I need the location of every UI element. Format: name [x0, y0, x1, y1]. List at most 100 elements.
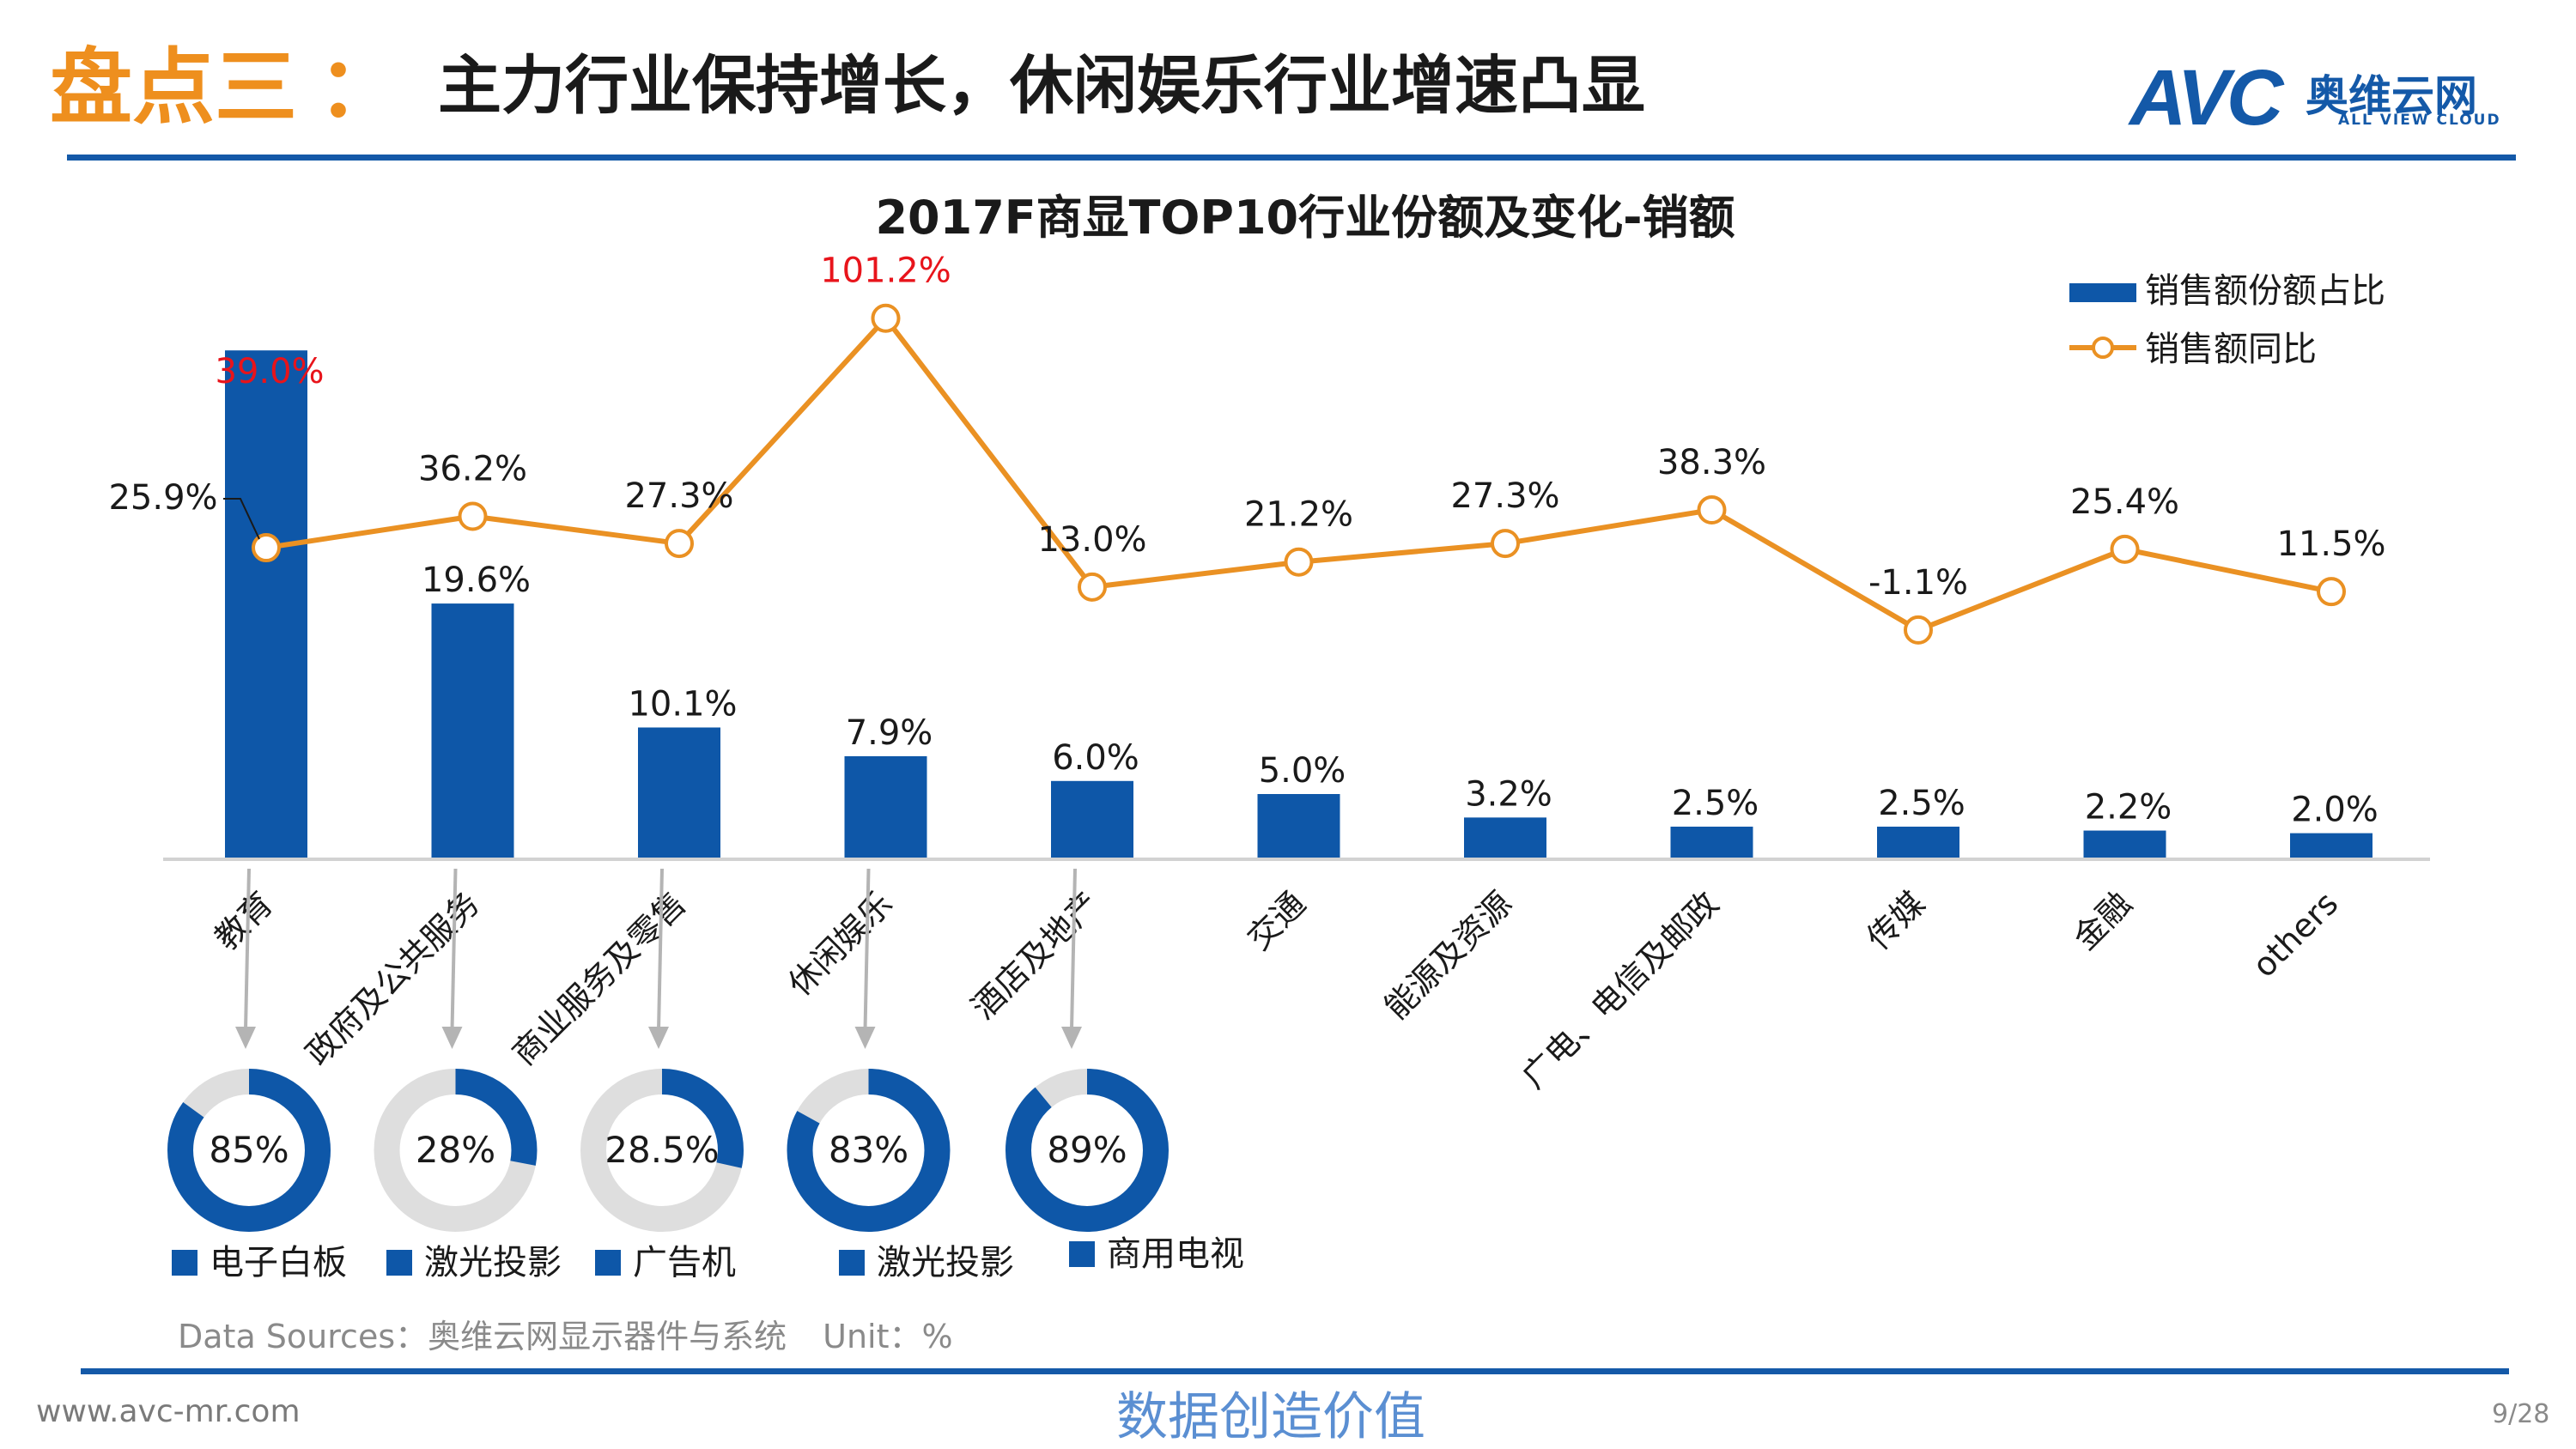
category-label-8: 传媒: [1860, 884, 1933, 957]
donut-legend-label-4: 商用电视: [1107, 1234, 1244, 1274]
donut-arc-0: [167, 1069, 331, 1232]
donut-arrowhead-2: [648, 1027, 669, 1049]
line-label-2: 27.3%: [624, 476, 733, 516]
category-label-6: 能源及资源: [1377, 884, 1519, 1026]
bar-1: [431, 603, 514, 859]
bar-2: [638, 727, 720, 859]
line-label-leader: [223, 498, 260, 540]
bar-label-8: 2.5%: [1878, 784, 1965, 823]
bar-label-4: 6.0%: [1052, 738, 1139, 778]
donut-legend-label-0: 电子白板: [210, 1243, 347, 1282]
bar-label-1: 19.6%: [422, 561, 531, 600]
donut-label-0: 85%: [209, 1129, 289, 1171]
category-label-4: 酒店及地产: [964, 884, 1106, 1026]
donut-arrowhead-4: [1061, 1027, 1082, 1049]
donut-arrow-4: [1070, 868, 1077, 1031]
title-accent: 盘点三: [50, 39, 297, 136]
donut-label-1: 28%: [416, 1129, 495, 1171]
bar-3: [844, 755, 927, 859]
line-label-5: 21.2%: [1244, 495, 1353, 535]
line-point-8: [1904, 615, 1933, 645]
bar-label-10: 2.0%: [2291, 791, 2379, 830]
line-label-0: 25.9%: [108, 478, 217, 518]
donut-legend-swatch-0: [172, 1250, 197, 1276]
line-series: [265, 315, 2332, 633]
bar-4: [1051, 780, 1133, 859]
bar-7: [1670, 827, 1753, 859]
category-label-9: 金融: [2066, 884, 2139, 957]
line-label-4: 13.0%: [1037, 520, 1146, 560]
bar-8: [1877, 827, 1959, 859]
line-label-9: 25.4%: [2070, 482, 2179, 522]
bar-9: [2083, 830, 2166, 859]
bar-6: [1464, 817, 1546, 859]
legend-line-label: 销售额同比: [2145, 330, 2317, 369]
donut-legend-swatch-1: [386, 1250, 412, 1276]
line-point-5: [1284, 547, 1314, 577]
chart-title: 2017F商显TOP10行业份额及变化-销额: [875, 191, 1735, 245]
title-colon: ：: [318, 39, 400, 136]
donut-legend-swatch-2: [595, 1250, 621, 1276]
line-point-6: [1491, 529, 1520, 559]
header-divider: [67, 155, 2516, 161]
donut-arc-1: [374, 1069, 538, 1232]
unit-text: Unit：%: [823, 1318, 953, 1355]
line-point-2: [665, 529, 694, 559]
donut-legend-swatch-3: [839, 1250, 865, 1276]
donut-legend-label-3: 激光投影: [877, 1243, 1014, 1282]
donut-arrow-0: [244, 868, 251, 1031]
donut-arrowhead-3: [854, 1027, 876, 1049]
line-point-10: [2317, 577, 2346, 607]
logo-en: ALL VIEW CLOUD: [2338, 112, 2501, 129]
bar-5: [1257, 794, 1340, 859]
legend-bar-label: 销售额份额占比: [2145, 271, 2385, 311]
donut-arrow-1: [450, 868, 458, 1031]
line-point-9: [2110, 534, 2140, 564]
donut-label-4: 89%: [1047, 1129, 1127, 1171]
title-main: 主力行业保持增长，休闲娱乐行业增速凸显: [438, 48, 1645, 123]
donut-label-3: 83%: [829, 1129, 908, 1171]
donut-arrowhead-0: [235, 1027, 256, 1049]
category-label-3: 休闲娱乐: [781, 884, 900, 1003]
category-label-10: others: [2245, 884, 2346, 985]
category-label-0: 教育: [208, 884, 281, 957]
bar-label-5: 5.0%: [1259, 751, 1346, 791]
bar-0: [225, 350, 307, 859]
page-number: 9/28: [2492, 1399, 2550, 1429]
category-label-1: 政府及公共服务: [299, 884, 487, 1072]
donut-label-2: 28.5%: [605, 1129, 719, 1171]
donut-legend-swatch-4: [1069, 1241, 1095, 1267]
logo-brand: AVC: [2129, 54, 2283, 142]
source-text: Data Sources：奥维云网显示器件与系统: [178, 1318, 787, 1355]
line-point-4: [1078, 572, 1107, 602]
line-label-8: -1.1%: [1868, 563, 1968, 603]
line-label-3: 101.2%: [820, 252, 951, 291]
bar-label-2: 10.1%: [628, 684, 737, 724]
category-label-7: 广电、电信及邮政: [1515, 884, 1726, 1095]
bar-label-3: 7.9%: [846, 713, 933, 753]
donut-arc-3: [787, 1069, 951, 1232]
donut-arc-4: [1005, 1069, 1169, 1232]
footer-slogan: 数据创造价值: [1116, 1387, 1425, 1447]
line-label-10: 11.5%: [2276, 524, 2385, 564]
donut-arrow-3: [863, 868, 871, 1031]
line-label-7: 38.3%: [1657, 443, 1766, 482]
line-point-3: [871, 303, 901, 333]
bar-label-0: 39.0%: [215, 352, 324, 391]
logo-cn: 奥维云网: [2306, 71, 2477, 121]
bar-label-9: 2.2%: [2085, 788, 2172, 828]
category-label-5: 交通: [1240, 884, 1313, 957]
bar-label-7: 2.5%: [1672, 784, 1759, 823]
avc-logo: AVC 奥维云网 ALL VIEW CLOUD: [2129, 54, 2516, 142]
data-source: Data Sources：奥维云网显示器件与系统 Unit：%: [178, 1310, 953, 1357]
donut-legend-label-2: 广告机: [633, 1243, 736, 1282]
donut-arc-2: [580, 1069, 744, 1232]
bar-label-6: 3.2%: [1465, 774, 1552, 814]
legend-line-marker: [2092, 336, 2114, 359]
line-point-0: [252, 533, 281, 563]
line-label-6: 27.3%: [1450, 476, 1559, 516]
footer-url[interactable]: www.avc-mr.com: [36, 1394, 301, 1429]
line-label-1: 36.2%: [418, 449, 527, 488]
